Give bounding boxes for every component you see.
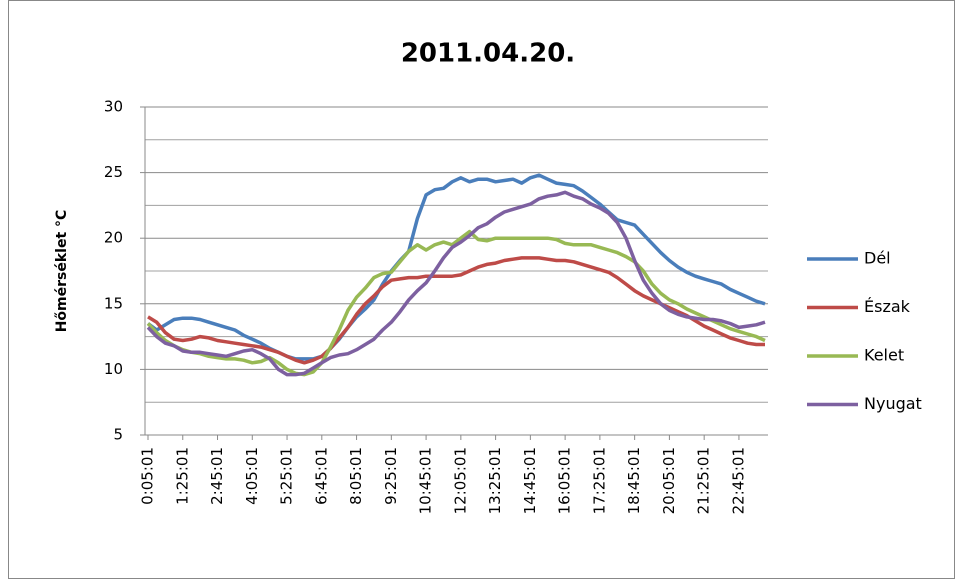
y-tick-label: 5 [113, 426, 123, 444]
x-tick-label: 17:25:01 [590, 447, 608, 514]
x-tick-label: 6:45:01 [312, 447, 330, 505]
x-tick-label: 4:05:01 [243, 447, 261, 505]
x-tick-label: 20:05:01 [660, 447, 678, 514]
y-tick-label: 10 [104, 360, 123, 378]
legend-label: Nyugat [864, 394, 922, 413]
x-tick-label: 8:05:01 [347, 447, 365, 505]
series-line [146, 173, 766, 361]
x-tick-label: 21:25:01 [695, 447, 713, 514]
y-tick-label: 15 [104, 294, 123, 312]
chart-frame [8, 0, 955, 579]
y-axis-label: Hőmérséklet °C [54, 210, 70, 333]
x-tick-label: 2:45:01 [208, 447, 226, 505]
x-tick-label: 22:45:01 [729, 447, 747, 514]
chart-title: 2011.04.20. [401, 39, 575, 69]
x-tick-label: 0:05:01 [139, 447, 157, 505]
x-tick-label: 1:25:01 [173, 447, 191, 505]
series-line [146, 190, 766, 377]
series-line [146, 229, 766, 377]
x-tick-label: 18:45:01 [625, 447, 643, 514]
x-tick-label: 14:45:01 [521, 447, 539, 514]
x-tick-label: 12:05:01 [451, 447, 469, 514]
y-tick-label: 25 [104, 163, 123, 181]
x-tick-label: 10:45:01 [417, 447, 435, 514]
x-tick-label: 16:05:01 [556, 447, 574, 514]
legend-label: Kelet [864, 346, 904, 365]
x-tick-label: 13:25:01 [486, 447, 504, 514]
x-tick-label: 9:25:01 [382, 447, 400, 505]
y-tick-label: 30 [104, 98, 123, 116]
x-tick-label: 5:25:01 [278, 447, 296, 505]
y-tick-label: 20 [104, 229, 123, 247]
legend-label: Dél [864, 249, 891, 268]
legend-label: Észak [864, 297, 911, 316]
